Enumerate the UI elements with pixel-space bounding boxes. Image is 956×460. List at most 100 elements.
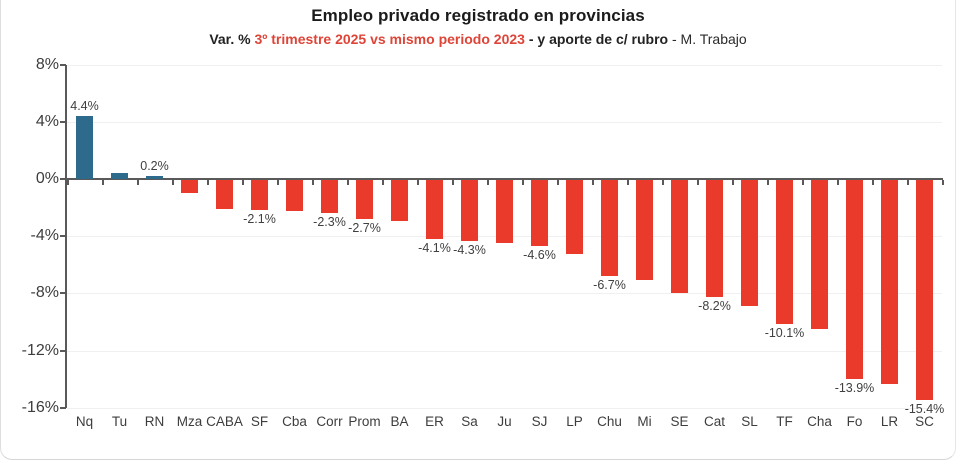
gridline bbox=[67, 64, 942, 66]
chart-subtitle: Var. % 3º trimestre 2025 vs mismo period… bbox=[1, 31, 955, 47]
chart-title: Empleo privado registrado en provincias bbox=[311, 6, 645, 25]
y-tick-label: 0% bbox=[35, 170, 59, 187]
y-tick-label: -8% bbox=[30, 284, 59, 302]
bar-positive bbox=[76, 116, 93, 179]
x-axis-tick bbox=[592, 180, 594, 185]
x-axis-tick bbox=[697, 180, 699, 185]
gridline bbox=[67, 350, 942, 352]
x-category-label: Sa bbox=[461, 414, 478, 429]
bar-negative bbox=[881, 180, 898, 385]
x-category-label: RN bbox=[144, 414, 165, 429]
gridline bbox=[67, 407, 942, 409]
x-axis-tick bbox=[417, 180, 419, 185]
x-axis-tick bbox=[172, 180, 174, 185]
x-category-label: Corr bbox=[316, 414, 343, 429]
x-axis-tick bbox=[942, 180, 944, 185]
x-axis-tick bbox=[382, 180, 384, 185]
x-category-label: Nq bbox=[75, 414, 94, 429]
x-category-label: LR bbox=[880, 414, 899, 429]
bar-negative bbox=[741, 180, 758, 306]
y-axis-line bbox=[65, 64, 67, 408]
x-category-label: SL bbox=[741, 414, 758, 429]
x-axis-tick bbox=[102, 180, 104, 185]
x-category-label: SJ bbox=[531, 414, 548, 429]
x-axis-tick bbox=[767, 180, 769, 185]
x-category-label: Prom bbox=[348, 414, 381, 429]
zero-axis-line bbox=[65, 178, 943, 180]
x-axis-tick bbox=[802, 180, 804, 185]
x-axis-tick bbox=[207, 180, 209, 185]
bar-negative bbox=[811, 180, 828, 329]
x-category-label: Chu bbox=[597, 414, 622, 429]
y-axis-tick bbox=[60, 292, 66, 295]
gridline bbox=[67, 293, 942, 295]
bar-negative bbox=[531, 180, 548, 246]
bar-value-label: -4.1% bbox=[418, 240, 451, 255]
bar-value-label: -4.3% bbox=[453, 243, 486, 258]
x-axis-tick bbox=[67, 180, 69, 185]
bar-negative bbox=[636, 180, 653, 281]
x-axis-tick bbox=[347, 180, 349, 185]
x-category-label: Ju bbox=[497, 414, 512, 429]
x-axis-tick bbox=[907, 180, 909, 185]
bar-negative bbox=[671, 180, 688, 293]
bar-negative bbox=[566, 180, 583, 255]
bar-negative bbox=[216, 180, 233, 209]
x-category-label: SC bbox=[915, 414, 934, 429]
y-axis-tick bbox=[60, 63, 66, 66]
x-axis-tick bbox=[452, 180, 454, 185]
x-category-label: Cba bbox=[282, 414, 307, 429]
x-category-label: Cat bbox=[703, 414, 725, 429]
bar-value-label: 4.4% bbox=[70, 99, 99, 114]
x-axis-tick bbox=[662, 180, 664, 185]
y-tick-label: -12% bbox=[21, 341, 59, 359]
bar-negative bbox=[496, 180, 513, 243]
x-category-label: Mza bbox=[176, 414, 203, 429]
x-axis-tick bbox=[872, 180, 874, 185]
x-axis-tick bbox=[487, 180, 489, 185]
y-axis-tick bbox=[60, 178, 66, 180]
bar-negative bbox=[846, 180, 863, 379]
y-tick-label: -4% bbox=[30, 227, 59, 245]
bar-negative bbox=[391, 180, 408, 222]
x-category-label: TF bbox=[776, 414, 793, 429]
bar-negative bbox=[286, 180, 303, 212]
x-category-label: SF bbox=[250, 414, 269, 429]
bar-negative bbox=[181, 180, 198, 193]
x-category-label: LP bbox=[566, 414, 583, 429]
bar-negative bbox=[916, 180, 933, 401]
bar-value-label: -2.1% bbox=[243, 212, 276, 227]
x-axis-tick bbox=[277, 180, 279, 185]
bar-value-label: -8.2% bbox=[698, 299, 731, 314]
x-axis-tick bbox=[312, 180, 314, 185]
bar-negative bbox=[321, 180, 338, 213]
y-tick-label: -16% bbox=[21, 398, 59, 416]
x-axis-tick bbox=[732, 180, 734, 185]
x-category-label: Cha bbox=[807, 414, 832, 429]
x-category-label: CABA bbox=[206, 414, 243, 429]
bar-value-label: -15.4% bbox=[904, 402, 945, 417]
subtitle-prefix: Var. % bbox=[209, 31, 255, 47]
x-category-label: SE bbox=[670, 414, 689, 429]
x-category-label: Mi bbox=[637, 414, 652, 429]
bar-negative bbox=[776, 180, 793, 325]
x-axis-tick bbox=[837, 180, 839, 185]
bar-value-label: -6.7% bbox=[593, 277, 626, 292]
x-axis-tick bbox=[522, 180, 524, 185]
bar-value-label: -2.3% bbox=[313, 214, 346, 229]
x-axis-tick bbox=[627, 180, 629, 185]
y-axis-tick bbox=[60, 120, 66, 123]
bar-positive bbox=[146, 176, 163, 179]
bar-negative bbox=[706, 180, 723, 298]
bar-value-label: 0.2% bbox=[140, 159, 169, 174]
y-axis-tick bbox=[60, 406, 66, 409]
bar-negative bbox=[356, 180, 373, 219]
subtitle-suffix: - y aporte de c/ rubro bbox=[524, 31, 669, 47]
x-category-label: BA bbox=[390, 414, 409, 429]
x-category-label: Fo bbox=[846, 414, 863, 429]
bar-negative bbox=[601, 180, 618, 276]
y-axis-tick bbox=[60, 349, 66, 352]
subtitle-period-highlight: 3º trimestre 2025 vs mismo periodo 2023 bbox=[254, 31, 525, 47]
